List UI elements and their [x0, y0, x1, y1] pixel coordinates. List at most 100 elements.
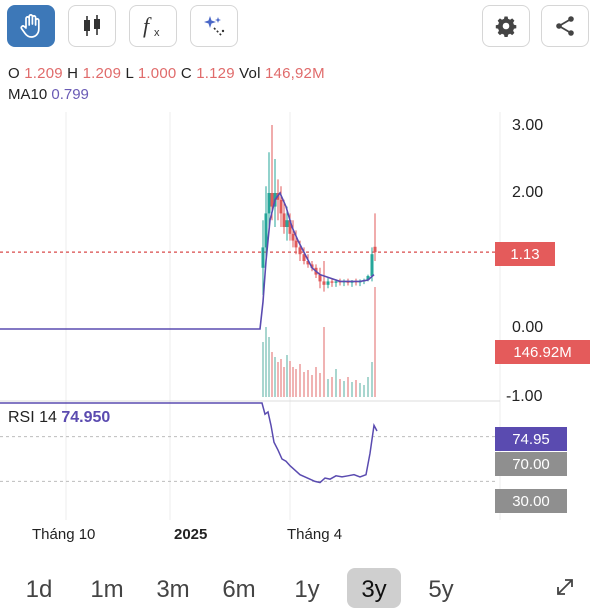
- candle-body: [279, 199, 283, 214]
- volume-bar: [351, 382, 353, 397]
- volume-bar: [277, 362, 279, 397]
- svg-text:x: x: [154, 27, 160, 39]
- candle-body: [282, 213, 286, 227]
- high-value: 1.209: [82, 65, 122, 82]
- close-value: 1.129: [196, 65, 235, 82]
- open-label: O: [8, 65, 20, 82]
- candle-body: [334, 281, 338, 283]
- volume-bar: [268, 337, 270, 397]
- volume-bar: [319, 373, 321, 397]
- volume-bar: [339, 379, 341, 397]
- candle-body: [373, 246, 377, 253]
- candle-body: [322, 281, 326, 285]
- candle-body: [270, 193, 274, 207]
- rsi-line: [0, 402, 378, 484]
- price-chart[interactable]: [0, 0, 600, 520]
- volume-bar: [283, 367, 285, 397]
- range-3m-button[interactable]: 3m: [156, 576, 190, 603]
- candle-body: [326, 281, 330, 285]
- open-value: 1.209: [24, 65, 63, 82]
- low-value: 1.000: [137, 65, 177, 82]
- x-axis-label: Tháng 4: [287, 526, 343, 543]
- volume-bar: [265, 327, 267, 397]
- rsi-legend: RSI 14 74.950: [8, 409, 110, 427]
- range-5y-button[interactable]: 5y: [428, 576, 454, 603]
- volume-label: Vol: [239, 65, 261, 82]
- ma-legend: MA10 0.799: [8, 86, 89, 103]
- hand-tool-button[interactable]: [7, 5, 55, 47]
- volume-bar: [374, 287, 376, 397]
- range-1m-button[interactable]: 1m: [90, 576, 124, 603]
- x-axis-label: Tháng 10: [32, 526, 96, 543]
- volume-bar: [367, 377, 369, 397]
- volume-bar: [292, 367, 294, 397]
- volume-bar: [299, 364, 301, 397]
- candle-body: [267, 193, 271, 214]
- candle-body: [291, 233, 295, 241]
- indicator-function-button[interactable]: f x: [129, 5, 177, 47]
- rsi-value: 74.950: [61, 409, 111, 426]
- ma-label: MA10: [8, 86, 48, 103]
- range-1y-button[interactable]: 1y: [294, 576, 320, 603]
- svg-text:f: f: [143, 13, 152, 38]
- volume-value: 146,92M: [264, 65, 325, 82]
- candle-body: [302, 254, 306, 261]
- ma10-line: [0, 191, 375, 330]
- volume-bar: [303, 372, 305, 397]
- volume-bar: [363, 385, 365, 397]
- volume-bar: [359, 383, 361, 397]
- magic-sparkle-icon: [204, 16, 225, 37]
- volume-bar: [343, 381, 345, 397]
- high-label: H: [67, 65, 79, 82]
- volume-bar: [315, 367, 317, 397]
- last-price-tag: 1.13: [495, 242, 555, 266]
- volume-bar: [307, 370, 309, 397]
- candle-body: [264, 213, 268, 248]
- volume-bar: [327, 379, 329, 397]
- rsi-lower-tag: 30.00: [495, 489, 567, 513]
- function-icon: f x: [143, 13, 160, 39]
- range-1d-button[interactable]: 1d: [25, 576, 53, 603]
- share-icon: [556, 16, 574, 36]
- volume-bar: [355, 380, 357, 397]
- candle-body: [306, 261, 310, 265]
- candle-body: [318, 274, 322, 282]
- volume-bar: [371, 362, 373, 397]
- gear-icon: [495, 16, 517, 37]
- volume-bar: [335, 369, 337, 397]
- range-6m-button[interactable]: 6m: [222, 576, 256, 603]
- candlestick-icon: [84, 15, 100, 36]
- volume-bar: [262, 342, 264, 397]
- candle-body: [330, 281, 334, 283]
- range-3y-button[interactable]: 3y: [347, 568, 401, 608]
- range-selector: 1d 1m 3m 6m 1y 3y 5y: [0, 566, 600, 608]
- ohlc-legend: O 1.209 H 1.209 L 1.000 C 1.129 Vol 146,…: [8, 65, 325, 82]
- candle-body: [285, 220, 289, 227]
- ma-value: 0.799: [51, 86, 89, 103]
- volume-bar: [295, 369, 297, 397]
- candle-body: [298, 247, 302, 255]
- volume-bar: [286, 355, 288, 397]
- candle-body: [370, 254, 374, 276]
- fullscreen-button[interactable]: [545, 568, 585, 608]
- volume-bar: [271, 352, 273, 397]
- candlestick-button[interactable]: [68, 5, 116, 47]
- candle-body: [261, 247, 265, 268]
- x-axis-label: 2025: [174, 526, 208, 543]
- low-label: L: [125, 65, 134, 82]
- expand-icon: [557, 579, 573, 595]
- volume-tag: 146.92M: [495, 340, 590, 364]
- share-button[interactable]: [541, 5, 589, 47]
- settings-button[interactable]: [482, 5, 530, 47]
- rsi-tag: 74.95: [495, 427, 567, 451]
- drawing-tools-button[interactable]: [190, 5, 238, 47]
- toolbar: f x: [0, 0, 600, 60]
- volume-bar: [311, 375, 313, 397]
- rsi-upper-tag: 70.00: [495, 452, 567, 476]
- volume-bar: [280, 359, 282, 397]
- candle-body: [294, 240, 298, 248]
- volume-bar: [274, 357, 276, 397]
- price-tick: 0.00: [512, 319, 544, 336]
- candle-body: [366, 275, 370, 281]
- rsi-label: RSI 14: [8, 409, 57, 426]
